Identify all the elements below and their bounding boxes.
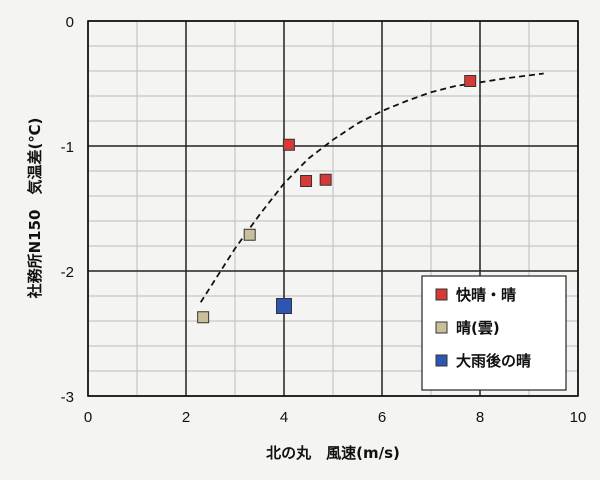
legend-label-after-heavy-rain: 大雨後の晴 xyxy=(456,352,531,370)
plot-area-frame xyxy=(87,20,579,397)
x-tick-label: 0 xyxy=(84,409,92,426)
y-tick-label: -1 xyxy=(61,139,74,156)
x-tick-label: 6 xyxy=(378,409,386,426)
data-point-series-0 xyxy=(282,138,295,151)
x-tick-label: 2 xyxy=(182,409,190,426)
data-point-series-1 xyxy=(197,311,210,324)
legend-marker-after-heavy-rain xyxy=(435,354,448,367)
y-axis-title: 社務所N150 気温差(℃) xyxy=(26,118,44,300)
y-tick-labels: 0 -1 -2 -3 xyxy=(61,14,74,406)
x-tick-labels: 0 2 4 6 8 10 xyxy=(84,409,587,426)
x-axis-title: 北の丸 風速(m/s) xyxy=(266,444,400,462)
trendline xyxy=(199,72,544,303)
legend-label-clear-sunny: 快晴・晴 xyxy=(456,286,516,304)
legend-label-sunny-cloudy: 晴(雲) xyxy=(456,319,500,337)
y-tick-label: 0 xyxy=(66,14,74,31)
x-tick-label: 8 xyxy=(476,409,484,426)
x-tick-label: 10 xyxy=(570,409,587,426)
data-point-series-0 xyxy=(319,173,332,186)
x-tick-label: 4 xyxy=(280,409,288,426)
data-points xyxy=(197,75,477,324)
legend: 快晴・晴 晴(雲) 大雨後の晴 xyxy=(421,275,567,391)
data-point-series-2 xyxy=(276,298,292,314)
y-tick-label: -2 xyxy=(61,264,74,281)
y-tick-label: -3 xyxy=(61,389,74,406)
data-point-series-1 xyxy=(243,228,256,241)
data-point-series-0 xyxy=(300,175,313,187)
data-point-series-0 xyxy=(464,75,477,87)
legend-marker-clear-sunny xyxy=(435,288,448,301)
legend-marker-sunny-cloudy xyxy=(435,321,448,334)
